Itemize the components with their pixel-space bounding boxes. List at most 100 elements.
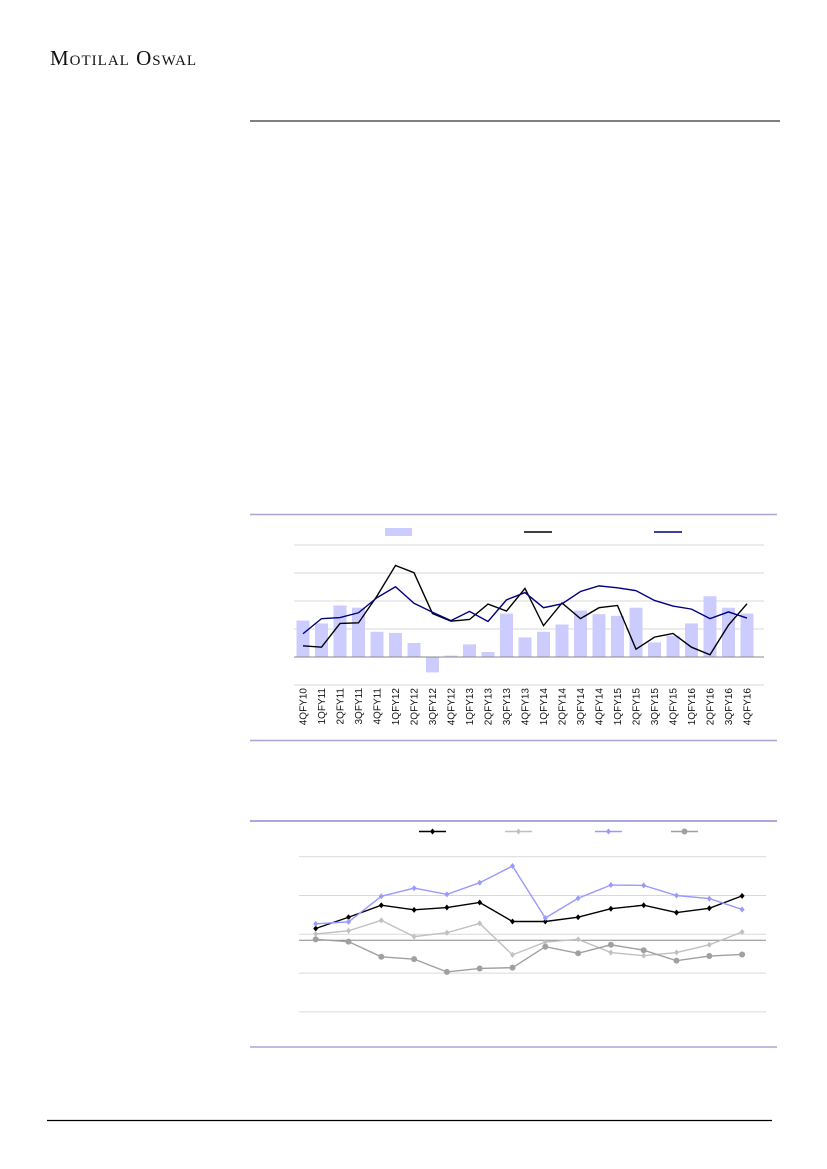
data-point-series-1 [608,905,614,912]
bar-3QFY14 [574,610,587,657]
bar-2QFY12 [407,643,421,657]
brand-logo: Motilal Oswal [50,46,198,70]
legend-marker-2 [516,828,521,835]
chart-2 [299,828,766,1013]
bar-2QFY13 [481,651,495,657]
data-point-series-1 [674,909,679,916]
x-tick-label: 1QFY14 [539,688,550,726]
bar-2QFY16 [703,596,717,657]
data-point-series-1 [346,914,351,921]
bar-1QFY16 [685,623,698,657]
data-point-series-3 [542,915,548,922]
bar-1QFY14 [537,631,550,657]
bar-1QFY13 [463,644,476,657]
data-point-series-4 [509,964,516,971]
x-tick-label: 1QFY15 [613,688,624,726]
bar-3QFY11 [352,607,365,657]
x-tick-label: 4QFY11 [373,688,384,725]
bar-4QFY15 [666,635,680,657]
bar-4QFY12 [444,655,458,657]
data-point-series-3 [641,882,647,889]
bar-3QFY13 [500,613,513,657]
bar-1QFY12 [389,632,402,657]
data-point-series-3 [477,879,483,886]
x-tick-label: 1QFY11 [317,688,328,725]
data-point-series-1 [641,902,647,909]
x-tick-label: 3QFY16 [724,688,735,726]
bar-1QFY11 [315,623,328,657]
bar-2QFY11 [333,605,347,657]
data-point-series-2 [444,929,450,936]
data-point-series-2 [674,949,679,956]
chart-1: 4QFY10 1QFY11 2QFY11 3QFY11 4QFY11 1QFY12 2QFY… [294,528,764,725]
data-point-series-2 [575,936,581,943]
x-tick-label: 4QFY13 [521,688,532,726]
data-point-series-4 [345,938,352,945]
data-point-series-2 [477,920,483,927]
data-point-series-3 [313,920,319,927]
x-tick-label: 3QFY13 [502,688,513,726]
x-tick-label: 3QFY11 [354,688,365,725]
data-point-series-4 [739,951,746,958]
line-series-1 [302,564,748,656]
data-point-series-2 [510,951,515,958]
x-tick-label: 2QFY15 [632,688,643,726]
data-point-series-4 [378,953,385,960]
x-tick-label: 3QFY12 [428,688,439,726]
data-point-series-1 [444,904,450,911]
data-point-series-3 [608,882,614,889]
data-point-series-2 [608,949,614,956]
x-tick-label: 1QFY12 [391,688,402,726]
data-point-series-4 [640,947,647,954]
x-tick-label: 2QFY11 [336,688,347,725]
data-point-series-4 [411,956,418,963]
bar-4QFY10 [296,620,310,657]
data-point-series-1 [706,905,712,912]
x-tick-label: 4QFY15 [669,688,680,726]
data-point-series-1 [411,906,417,913]
data-point-series-3 [411,885,417,892]
data-point-series-4 [312,936,319,943]
data-point-series-1 [313,925,319,932]
data-point-series-1 [739,892,745,899]
bar-3QFY12 [426,657,439,673]
data-point-series-1 [575,914,581,921]
data-point-series-2 [641,952,647,959]
bar-2QFY15 [629,607,643,657]
line-series-2 [315,919,743,957]
x-tick-label: 2QFY12 [410,688,421,726]
legend-marker-1 [430,828,435,835]
legend-marker-3 [606,828,611,835]
data-point-series-2 [542,939,548,946]
x-tick-label: 4QFY10 [299,688,310,726]
data-point-series-4 [542,943,549,950]
data-point-series-2 [706,941,712,948]
bar-1QFY15 [611,615,624,657]
x-tick-label: 3QFY14 [576,688,587,726]
bar-3QFY16 [722,607,735,657]
bar-2QFY14 [555,624,569,657]
data-point-series-1 [510,918,515,925]
bar-4QFY16 [740,613,754,657]
data-point-series-4 [575,950,582,957]
data-point-series-3 [575,895,581,902]
data-point-series-2 [739,928,745,935]
bar-4QFY11 [370,631,384,657]
data-point-series-4 [673,957,680,964]
data-point-series-2 [411,933,417,940]
x-tick-label: 4QFY12 [447,688,458,726]
data-point-series-3 [706,895,712,902]
line-series-4 [315,938,743,973]
data-point-series-2 [346,927,351,934]
line-series-1 [315,895,743,930]
x-tick-label: 2QFY16 [706,688,717,726]
data-point-series-2 [378,917,384,924]
data-point-series-4 [607,941,614,948]
legend-marker-4 [681,828,688,835]
data-point-series-4 [706,953,713,960]
line-series-3 [315,865,743,925]
x-tick-label: 4QFY16 [743,688,754,726]
legend-swatch-bars [385,528,412,536]
x-tick-label: 4QFY14 [595,688,606,726]
